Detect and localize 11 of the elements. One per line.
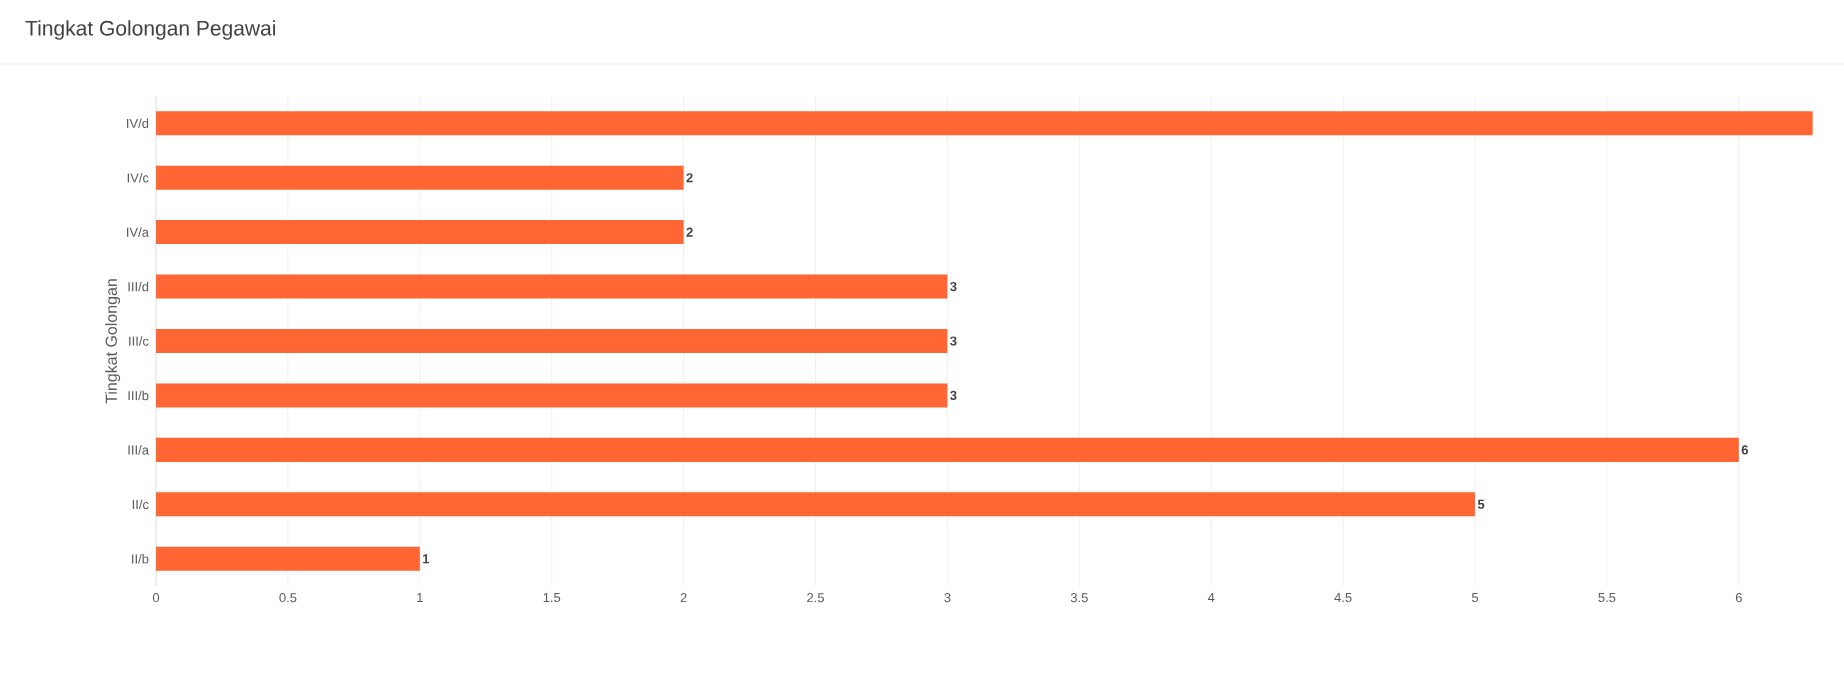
bar bbox=[156, 492, 1476, 517]
bar bbox=[156, 437, 1739, 462]
chart-title: Tingkat Golongan Pegawai bbox=[25, 20, 276, 40]
bar bbox=[156, 274, 948, 299]
bar bbox=[156, 220, 684, 245]
bar bbox=[156, 111, 1813, 136]
y-axis-title: Tingkat Golongan bbox=[105, 279, 121, 404]
bar bbox=[156, 329, 948, 353]
bar bbox=[156, 383, 948, 408]
bar bbox=[156, 546, 420, 571]
bar bbox=[156, 165, 684, 190]
